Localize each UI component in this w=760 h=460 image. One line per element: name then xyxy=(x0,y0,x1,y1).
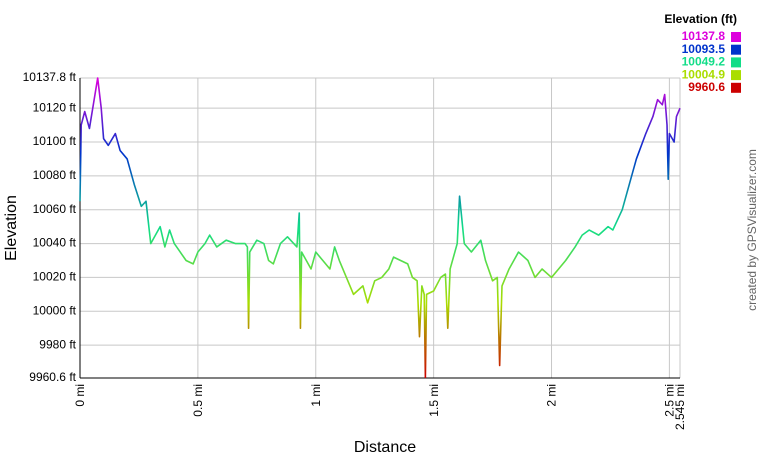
y-tick-label: 10040 ft xyxy=(33,236,77,250)
elevation-line xyxy=(79,77,681,379)
x-tick-label: 2 mi xyxy=(545,384,559,407)
x-tick-label: 0.5 mi xyxy=(191,384,205,417)
x-tick-label: 2.545 mi xyxy=(673,384,687,430)
credit: created by GPSVisualizer.com xyxy=(745,149,759,311)
legend-label: 10137.8 xyxy=(682,29,726,43)
legend-swatch xyxy=(731,44,741,55)
legend-label: 10004.9 xyxy=(682,67,726,81)
y-tick-label: 10080 ft xyxy=(33,168,77,182)
y-tick-label: 10020 ft xyxy=(33,270,77,284)
x-axis-label: Distance xyxy=(354,439,416,456)
y-tick-label: 9980 ft xyxy=(39,337,76,351)
legend-label: 10049.2 xyxy=(682,55,726,69)
x-tick-label: 2.5 mi xyxy=(663,384,677,417)
y-axis-label: Elevation xyxy=(3,195,20,261)
legend-swatch xyxy=(731,32,741,42)
legend-swatch xyxy=(731,82,741,93)
x-tick-label: 0 mi xyxy=(73,384,87,407)
y-tick-label: 9960.6 ft xyxy=(29,370,76,384)
y-tick-label: 10137.8 ft xyxy=(23,70,77,84)
legend-title: Elevation (ft) xyxy=(664,12,737,26)
legend-label: 9960.6 xyxy=(688,80,725,94)
y-tick-label: 10100 ft xyxy=(33,134,77,148)
y-tick-label: 10060 ft xyxy=(33,202,77,216)
y-tick-label: 10000 ft xyxy=(33,303,77,317)
legend-label: 10093.5 xyxy=(682,42,726,56)
legend-swatch xyxy=(731,57,741,68)
x-tick-label: 1.5 mi xyxy=(427,384,441,417)
legend-swatch xyxy=(731,70,741,81)
x-tick-label: 1 mi xyxy=(309,384,323,407)
y-tick-label: 10120 ft xyxy=(33,100,77,114)
